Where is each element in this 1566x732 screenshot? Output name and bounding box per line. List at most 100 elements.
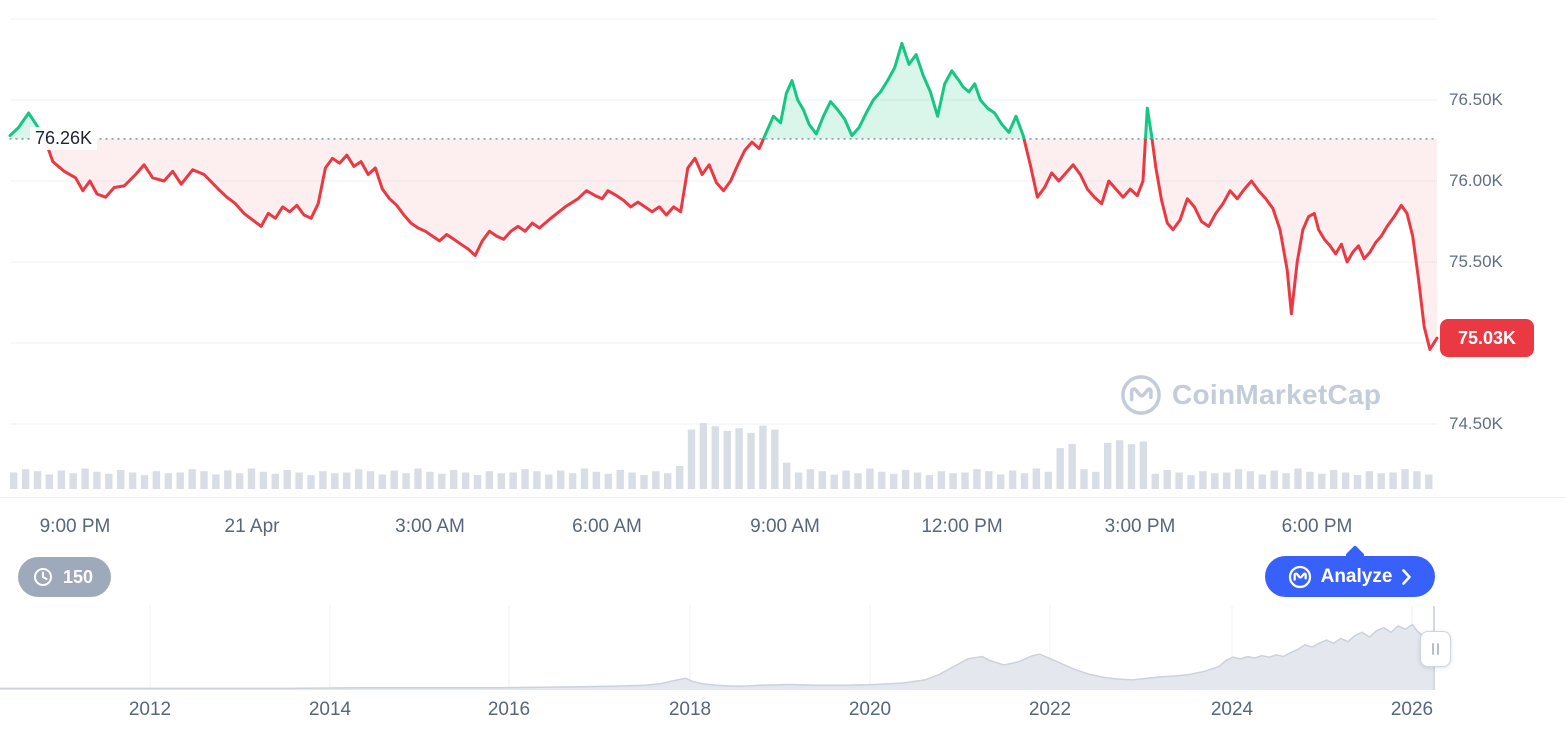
volume-bar [331, 473, 339, 489]
volume-bar [901, 469, 910, 489]
volume-bar [1330, 469, 1338, 489]
volume-bar [723, 430, 731, 489]
volume-bar [759, 425, 767, 489]
volume-bar [1175, 472, 1183, 489]
volume-bar [152, 471, 161, 489]
volume-bar [295, 472, 303, 489]
watermark-text: CoinMarketCap [1172, 379, 1382, 410]
volume-bar [224, 470, 232, 489]
volume-bar [997, 474, 1005, 489]
y-axis-label: 75.50K [1449, 252, 1503, 271]
range-handle[interactable] [1420, 631, 1451, 667]
volume-bar [450, 469, 458, 489]
navigator-chart[interactable] [0, 606, 1566, 692]
baseline-price-label: 76.26K [30, 126, 98, 150]
volume-bar [818, 471, 826, 489]
volume-bar [1282, 473, 1290, 489]
volume-bar [1223, 472, 1231, 489]
volume-bar [973, 469, 981, 489]
history-clock-icon [34, 568, 52, 586]
x-axis-label: 6:00 AM [572, 516, 642, 537]
volume-bar [533, 471, 541, 489]
coinmarketcap-logo-icon [1121, 375, 1161, 415]
volume-bar [664, 473, 672, 489]
volume-bar [949, 473, 957, 489]
volume-bar [473, 475, 482, 489]
volume-bar [652, 471, 660, 489]
volume-bar [509, 472, 517, 489]
volume-bar [45, 474, 54, 489]
volume-bar [640, 475, 648, 489]
volume-bar [580, 468, 589, 489]
history-count-label: 150 [63, 566, 94, 587]
navigator-line [0, 623, 1435, 690]
y-axis-label: 76.50K [1449, 90, 1503, 109]
volume-bar [1199, 471, 1207, 489]
volume-bar [1353, 475, 1362, 489]
volume-bar [592, 471, 601, 489]
volume-bar [675, 465, 684, 489]
volume-bar [307, 475, 315, 489]
year-axis-label: 2026 [1390, 699, 1434, 720]
volume-bar [1163, 469, 1171, 489]
volume-bar [985, 471, 993, 489]
volume-bar [1092, 471, 1100, 489]
volume-bar [1068, 444, 1076, 489]
volume-bar [771, 429, 779, 489]
volume-bar [628, 472, 636, 489]
volume-bar [485, 471, 494, 489]
x-axis-label: 3:00 PM [1104, 516, 1176, 537]
year-axis-label: 2018 [668, 699, 712, 720]
volume-bar [806, 469, 815, 489]
volume-bar [1258, 474, 1266, 489]
range-navigator[interactable] [0, 606, 1566, 692]
price-line-up [8, 41, 1154, 139]
volume-bar [414, 468, 422, 489]
volume-bar [1211, 473, 1219, 489]
volume-bar [545, 474, 553, 489]
volume-bar [81, 468, 89, 489]
volume-bar [33, 471, 42, 489]
analyze-button[interactable]: Analyze [1265, 556, 1435, 597]
history-count-badge[interactable]: 150 [18, 557, 112, 597]
x-axis-label: 12:00 PM [921, 516, 1003, 537]
x-axis-label: 9:00 PM [39, 516, 111, 537]
volume-bar [854, 473, 862, 489]
volume-bar [687, 429, 696, 489]
volume-bar [1389, 472, 1397, 489]
volume-bar [925, 475, 934, 489]
volume-bar [354, 469, 363, 489]
volume-bar [10, 472, 18, 489]
volume-bar [1294, 468, 1302, 489]
volume-bar [1008, 470, 1017, 489]
volume-bar [1377, 473, 1385, 489]
volume-bar [961, 472, 969, 489]
volume-bar [783, 462, 791, 489]
y-axis-label: 74.50K [1449, 414, 1503, 433]
volume-bar [1187, 475, 1195, 489]
volume-bar [1139, 441, 1148, 489]
volume-bar [1401, 469, 1409, 489]
volume-bar [1306, 471, 1314, 489]
volume-bar [247, 468, 256, 489]
navigator-area [0, 624, 1434, 690]
volume-bar [1234, 469, 1243, 489]
volume-bar [1044, 471, 1052, 489]
year-axis-label: 2022 [1028, 699, 1072, 720]
volume-bar [93, 471, 101, 489]
handle-grip [1432, 643, 1434, 655]
volume-bar [1127, 444, 1136, 489]
handle-grip [1437, 643, 1439, 655]
volume-bar [164, 473, 172, 489]
volume-bar [1341, 472, 1350, 489]
volume-bar [521, 469, 529, 489]
analyze-button-label: Analyze [1320, 565, 1393, 587]
year-axis-label: 2020 [848, 699, 892, 720]
volume-bar [699, 423, 708, 489]
volume-bar [140, 475, 149, 489]
volume-bar [913, 472, 922, 489]
main-price-chart[interactable] [0, 0, 1566, 498]
current-price-badge: 75.03K [1440, 319, 1534, 358]
volume-bar [1151, 473, 1159, 489]
